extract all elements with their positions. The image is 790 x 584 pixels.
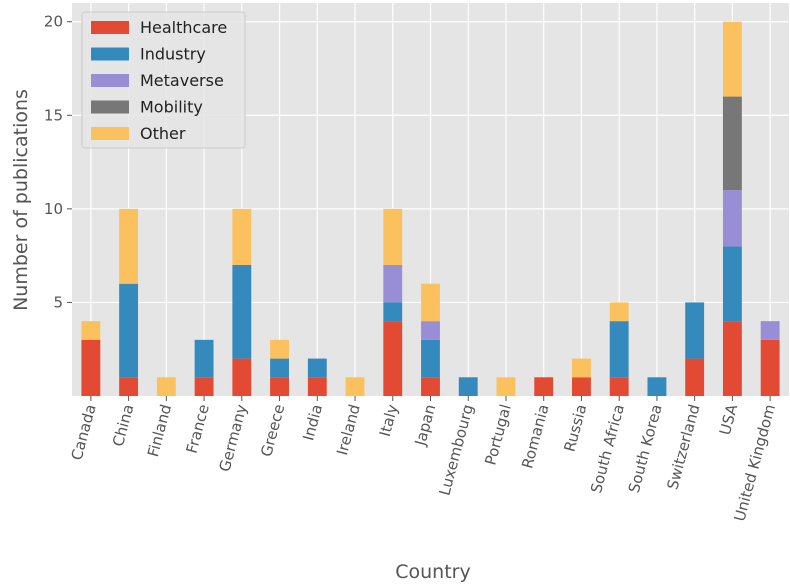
x-tick-label: China [109, 402, 137, 448]
y-tick-label: 15 [44, 106, 63, 124]
x-tick-label: Switzerland [663, 402, 703, 491]
x-tick-label: Finland [144, 402, 175, 458]
bar-healthcare-russia [572, 377, 591, 396]
bar-other-japan [421, 283, 440, 322]
y-axis: 5 10 15 20 [44, 13, 72, 311]
x-tick-label: United Kingdom [730, 402, 779, 523]
x-tick-label: USA [716, 402, 742, 437]
bar-healthcare-romania [534, 377, 554, 396]
legend-label-mobility: Mobility [140, 98, 203, 117]
legend-box [81, 11, 246, 149]
x-tick-label: France [183, 402, 213, 455]
bar-healthcare-united-kingdom [760, 339, 780, 396]
x-tick-label: Japan [411, 402, 439, 448]
legend-label-other: Other [140, 124, 186, 143]
bar-metaverse-usa [722, 190, 742, 247]
x-tick-label: Portugal [481, 402, 514, 467]
x-tick-label: Romania [518, 402, 552, 470]
x-tick-label: Germany [215, 402, 250, 473]
x-tick-label: Ireland [333, 402, 364, 457]
x-tick-label: Greece [257, 402, 288, 458]
bar-industry-usa [722, 246, 742, 322]
x-tick-label: South Korea [625, 402, 666, 494]
bar-healthcare-japan [421, 377, 440, 396]
x-tick-label: India [299, 402, 326, 442]
bar-industry-france [194, 339, 214, 378]
bars [81, 21, 780, 396]
bar-other-finland [156, 377, 176, 396]
legend-swatch-healthcare [91, 21, 129, 34]
legend-label-industry: Industry [140, 45, 206, 64]
y-tick-label: 5 [53, 293, 63, 311]
bar-industry-japan [421, 339, 440, 378]
bar-healthcare-canada [81, 339, 101, 396]
bar-industry-india [307, 358, 327, 378]
bar-metaverse-japan [421, 321, 440, 340]
bar-healthcare-greece [270, 377, 289, 396]
x-tick-label: South Africa [587, 402, 628, 495]
bar-industry-italy [383, 302, 403, 322]
legend-swatch-mobility [91, 100, 129, 114]
bar-healthcare-usa [722, 321, 742, 396]
legend-swatch-metaverse [91, 74, 129, 87]
bar-other-ireland [345, 377, 365, 396]
bar-industry-south-korea [647, 377, 667, 396]
legend-swatch-other [91, 127, 129, 140]
legend-swatch-industry [91, 47, 129, 61]
y-axis-label: Number of publications [10, 89, 32, 311]
bar-other-china [119, 208, 139, 284]
bar-metaverse-united-kingdom [760, 321, 780, 340]
bar-industry-china [119, 283, 139, 378]
x-axis: Canada China Finland France Germany Greece Ind… [68, 396, 779, 523]
bar-industry-south-africa [609, 321, 629, 378]
bar-other-greece [270, 339, 289, 359]
x-tick-label: Canada [68, 402, 100, 462]
bar-industry-greece [270, 358, 289, 378]
bar-other-portugal [496, 377, 516, 396]
bar-healthcare-south-africa [609, 377, 629, 396]
bar-industry-switzerland [685, 302, 705, 359]
legend: Healthcare Industry Metaverse Mobility Other [81, 11, 246, 149]
bar-other-germany [232, 208, 252, 265]
legend-label-healthcare: Healthcare [140, 18, 227, 37]
bar-healthcare-china [119, 377, 139, 396]
x-tick-label: Italy [376, 402, 402, 438]
bar-other-canada [81, 321, 101, 340]
bar-other-south-africa [609, 302, 629, 322]
y-tick-label: 10 [44, 200, 63, 218]
x-tick-label: Russia [560, 402, 590, 453]
bar-healthcare-germany [232, 358, 252, 396]
bar-other-russia [572, 358, 591, 378]
bar-mobility-usa [722, 96, 742, 191]
bar-other-italy [383, 208, 403, 265]
y-tick-label: 20 [44, 13, 63, 31]
x-axis-label: Country [395, 561, 470, 583]
bar-healthcare-italy [383, 321, 403, 396]
legend-label-metaverse: Metaverse [140, 71, 224, 90]
x-tick-label: Luxembourg [436, 402, 478, 497]
bar-industry-luxembourg [458, 377, 478, 396]
bar-industry-germany [232, 265, 252, 359]
bar-metaverse-italy [383, 265, 403, 303]
bar-other-usa [722, 21, 742, 97]
bar-healthcare-india [307, 377, 327, 396]
bar-healthcare-switzerland [685, 358, 705, 396]
bar-healthcare-france [194, 377, 214, 396]
